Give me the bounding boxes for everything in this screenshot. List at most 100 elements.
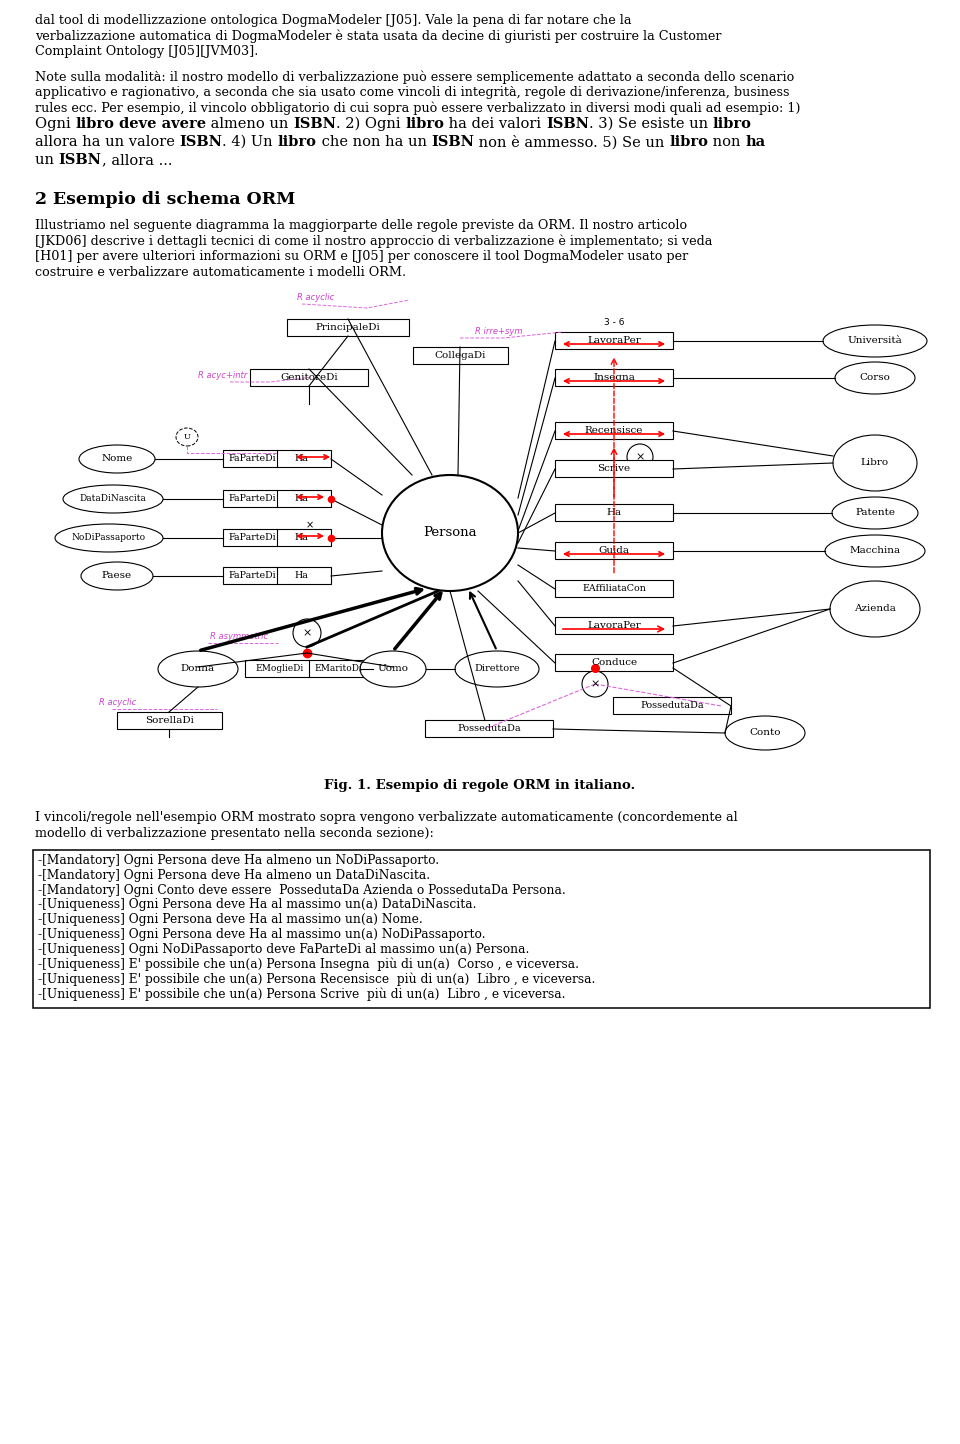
Text: dal tool di modellizzazione ontologica DogmaModeler [J05]. Vale la pena di far n: dal tool di modellizzazione ontologica D…: [35, 14, 632, 27]
Bar: [555, 461, 673, 478]
Text: Paese: Paese: [102, 572, 132, 580]
Text: EAffiliataCon: EAffiliataCon: [582, 585, 646, 593]
Text: ha: ha: [745, 134, 765, 149]
Text: Donna: Donna: [180, 664, 215, 673]
Text: . 4) Un: . 4) Un: [223, 134, 277, 149]
Bar: [555, 332, 673, 349]
Text: Libro: Libro: [861, 459, 889, 468]
Text: deve avere: deve avere: [119, 117, 206, 131]
Text: 3 - 6: 3 - 6: [604, 318, 624, 326]
Text: applicativo e ragionativo, a seconda che sia usato come vincoli di integrità, re: applicativo e ragionativo, a seconda che…: [35, 87, 789, 100]
Text: FaParteDi: FaParteDi: [228, 533, 276, 543]
Ellipse shape: [382, 475, 518, 591]
Text: Patente: Patente: [855, 508, 895, 517]
Text: Ogni: Ogni: [35, 117, 76, 131]
Text: U: U: [183, 433, 190, 440]
Text: Ha: Ha: [295, 572, 309, 580]
Ellipse shape: [81, 562, 153, 591]
Ellipse shape: [455, 651, 539, 687]
Text: rules ecc. Per esempio, il vincolo obbligatorio di cui sopra può essere verbaliz: rules ecc. Per esempio, il vincolo obbli…: [35, 101, 801, 116]
Text: LavoraPer: LavoraPer: [588, 336, 641, 345]
Text: modello di verbalizzazione presentato nella seconda sezione):: modello di verbalizzazione presentato ne…: [35, 826, 434, 839]
Text: -[Uniqueness] E' possibile che un(a) Persona Recensisce  più di un(a)  Libro , e: -[Uniqueness] E' possibile che un(a) Per…: [38, 972, 595, 986]
Text: Scrive: Scrive: [597, 465, 631, 474]
Text: -[Uniqueness] Ogni Persona deve Ha al massimo un(a) Nome.: -[Uniqueness] Ogni Persona deve Ha al ma…: [38, 913, 422, 926]
Text: R acyclic: R acyclic: [297, 293, 334, 302]
Text: , allora ...: , allora ...: [102, 153, 172, 168]
Text: -[Uniqueness] Ogni Persona deve Ha al massimo un(a) NoDiPassaporto.: -[Uniqueness] Ogni Persona deve Ha al ma…: [38, 928, 486, 941]
Text: . 3) Se esiste un: . 3) Se esiste un: [588, 117, 712, 131]
Text: ISBN: ISBN: [546, 117, 588, 131]
Text: Note sulla modalità: il nostro modello di verbalizzazione può essere semplicemen: Note sulla modalità: il nostro modello d…: [35, 71, 794, 84]
Text: -[Mandatory] Ogni Persona deve Ha almeno un NoDiPassaporto.: -[Mandatory] Ogni Persona deve Ha almeno…: [38, 853, 439, 866]
Text: R asymmetric: R asymmetric: [210, 632, 268, 641]
Text: Ha: Ha: [295, 494, 309, 504]
Text: R acyclic: R acyclic: [99, 697, 136, 708]
Text: ISBN: ISBN: [59, 153, 102, 168]
Text: Illustriamo nel seguente diagramma la maggiorparte delle regole previste da ORM.: Illustriamo nel seguente diagramma la ma…: [35, 219, 687, 232]
Ellipse shape: [830, 580, 920, 637]
Ellipse shape: [582, 671, 608, 697]
Text: non: non: [708, 134, 745, 149]
Text: PrincipaleDi: PrincipaleDi: [316, 323, 380, 332]
Bar: [555, 423, 673, 439]
Ellipse shape: [832, 497, 918, 529]
Text: Complaint Ontology [J05][JVM03].: Complaint Ontology [J05][JVM03].: [35, 45, 258, 58]
Text: FaParteDi: FaParteDi: [228, 572, 276, 580]
Text: ha dei valori: ha dei valori: [444, 117, 546, 131]
Bar: [555, 618, 673, 634]
Text: I vincoli/regole nell'esempio ORM mostrato sopra vengono verbalizzate automatica: I vincoli/regole nell'esempio ORM mostra…: [35, 812, 737, 825]
Bar: [250, 370, 368, 386]
Text: che non ha un: che non ha un: [317, 134, 431, 149]
Ellipse shape: [825, 534, 925, 567]
Text: un: un: [35, 153, 59, 168]
Text: 2 Esempio di schema ORM: 2 Esempio di schema ORM: [35, 191, 296, 208]
Text: costruire e verbalizzare automaticamente i modelli ORM.: costruire e verbalizzare automaticamente…: [35, 266, 406, 279]
Bar: [33, 851, 930, 1008]
Ellipse shape: [63, 485, 163, 513]
Text: CollegaDi: CollegaDi: [435, 351, 486, 360]
Text: ×: ×: [306, 520, 314, 530]
Text: FaParteDi: FaParteDi: [228, 494, 276, 504]
Bar: [425, 721, 553, 738]
Text: Azienda: Azienda: [854, 605, 896, 614]
Bar: [223, 530, 331, 546]
Text: Direttore: Direttore: [474, 664, 519, 673]
Text: ×: ×: [302, 628, 312, 638]
Text: -[Mandatory] Ogni Conto deve essere  PossedutaDa Azienda o PossedutaDa Persona.: -[Mandatory] Ogni Conto deve essere Poss…: [38, 884, 565, 897]
Ellipse shape: [293, 619, 321, 647]
Text: Macchina: Macchina: [850, 546, 900, 556]
Text: -[Uniqueness] E' possibile che un(a) Persona Insegna  più di un(a)  Corso , e vi: -[Uniqueness] E' possibile che un(a) Per…: [38, 957, 579, 972]
Text: allora ha un valore: allora ha un valore: [35, 134, 180, 149]
Text: DataDiNascita: DataDiNascita: [80, 494, 147, 504]
Text: -[Uniqueness] Ogni NoDiPassaporto deve FaParteDi al massimo un(a) Persona.: -[Uniqueness] Ogni NoDiPassaporto deve F…: [38, 943, 529, 956]
Text: libro: libro: [76, 117, 114, 131]
Text: Conduce: Conduce: [591, 658, 637, 667]
Ellipse shape: [725, 716, 805, 749]
Text: LavoraPer: LavoraPer: [588, 621, 641, 631]
Ellipse shape: [176, 427, 198, 446]
Text: Ha: Ha: [295, 455, 309, 464]
Text: FaParteDi: FaParteDi: [228, 455, 276, 464]
Text: libro: libro: [712, 117, 752, 131]
Text: -[Uniqueness] Ogni Persona deve Ha al massimo un(a) DataDiNascita.: -[Uniqueness] Ogni Persona deve Ha al ma…: [38, 898, 476, 911]
Text: ×: ×: [590, 679, 600, 689]
Bar: [555, 543, 673, 559]
Text: Corso: Corso: [859, 374, 891, 383]
Text: EMoglieDi: EMoglieDi: [255, 664, 303, 673]
Text: Recensisce: Recensisce: [585, 426, 643, 436]
Text: verbalizzazione automatica di DogmaModeler è stata usata da decine di giuristi p: verbalizzazione automatica di DogmaModel…: [35, 29, 722, 43]
Ellipse shape: [823, 325, 927, 357]
Text: R irre+sym: R irre+sym: [475, 326, 522, 336]
Bar: [613, 697, 731, 715]
Text: almeno un: almeno un: [206, 117, 293, 131]
Bar: [555, 654, 673, 671]
Bar: [413, 347, 508, 364]
Text: ×: ×: [636, 452, 645, 462]
Text: Persona: Persona: [423, 527, 477, 540]
Text: libro: libro: [669, 134, 708, 149]
Text: PossedutaDa: PossedutaDa: [457, 725, 521, 734]
Text: Insegna: Insegna: [593, 374, 635, 383]
Text: Ha: Ha: [607, 508, 621, 517]
Ellipse shape: [55, 524, 163, 552]
